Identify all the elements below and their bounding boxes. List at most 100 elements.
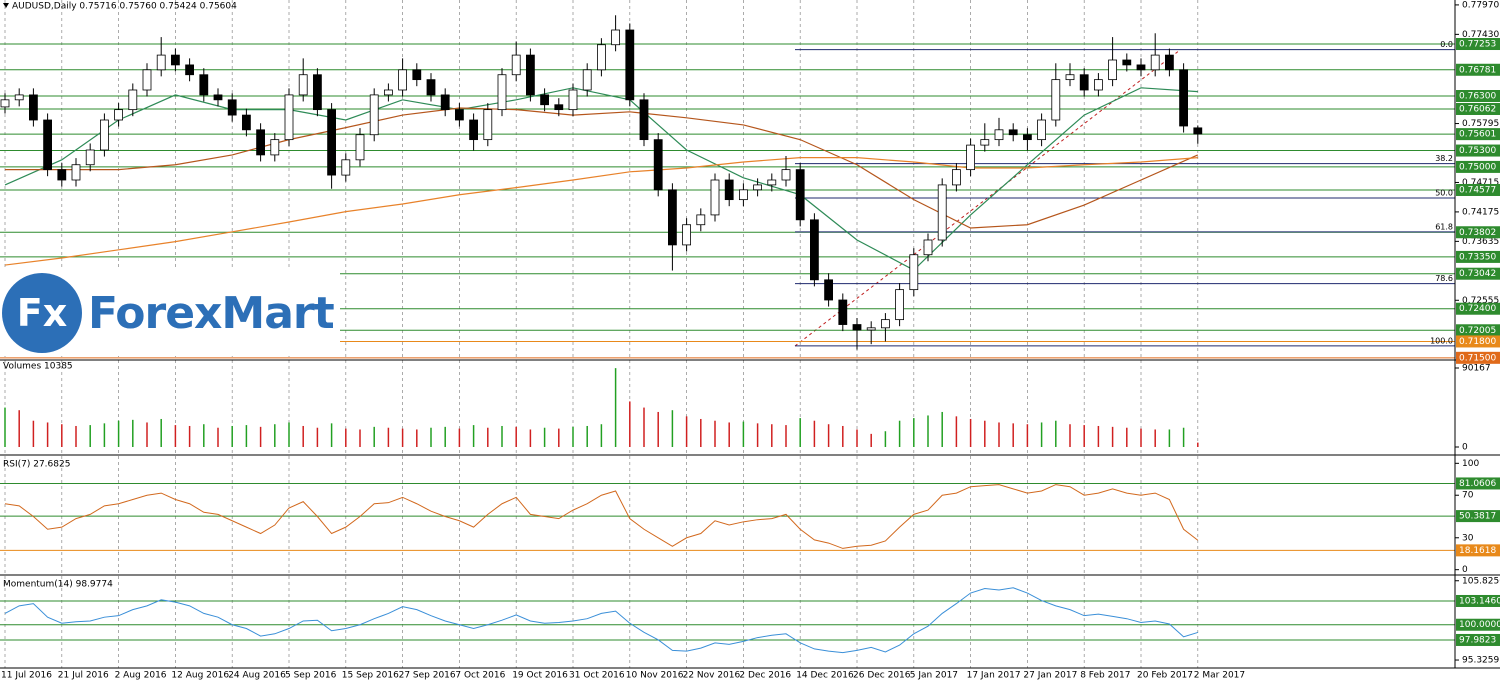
candle-body <box>85 149 95 166</box>
candle-body <box>980 139 990 146</box>
candle-body <box>1150 54 1160 71</box>
watermark: Fx ForexMart <box>0 270 340 356</box>
candle-body <box>284 94 294 141</box>
x-tick-label: 5 Sep 2016 <box>285 671 337 681</box>
candle-body <box>781 169 791 181</box>
fib-label: 38.2 <box>1435 154 1453 163</box>
level-box <box>1456 63 1500 76</box>
x-tick-label: 21 Jul 2016 <box>58 671 109 681</box>
x-tick-label: 20 Feb 2017 <box>1137 671 1193 681</box>
candle-body <box>128 89 138 111</box>
candle-body <box>398 69 408 91</box>
level-label: 0.75300 <box>1459 146 1496 156</box>
candle-body <box>256 129 266 156</box>
candle-body <box>611 29 620 46</box>
candle-body <box>810 219 819 281</box>
y-tick-label: 30 <box>1462 533 1474 543</box>
candle-body <box>1165 54 1174 71</box>
level-label: 0.77253 <box>1459 40 1496 50</box>
candle-body <box>753 184 762 191</box>
candle-body <box>0 99 10 108</box>
x-tick-label: 14 Dec 2016 <box>796 671 854 681</box>
level-box <box>1456 128 1500 141</box>
level-box <box>1456 477 1500 490</box>
y-tick-label: 95.3259 <box>1462 656 1499 666</box>
level-label: 0.75601 <box>1459 130 1496 140</box>
y-tick-label: 0.73635 <box>1462 237 1499 247</box>
candle-body <box>852 324 862 331</box>
candle-body <box>682 224 691 246</box>
level-box <box>1456 267 1500 280</box>
level-label: 0.76300 <box>1459 92 1496 102</box>
candle-body <box>100 119 109 151</box>
x-tick-label: 27 Sep 2016 <box>399 671 456 681</box>
level-label: 18.1618 <box>1459 546 1496 556</box>
candle-body <box>199 74 209 96</box>
candle-body <box>1108 59 1117 81</box>
y-tick-label: 90167 <box>1462 364 1491 374</box>
candle-body <box>724 179 734 201</box>
level-box <box>1456 38 1500 51</box>
menu-arrow[interactable] <box>3 3 9 8</box>
candle-body <box>156 54 166 71</box>
candle-body <box>1051 79 1061 121</box>
candle-body <box>625 29 635 101</box>
candle-body <box>298 74 308 96</box>
candle-body <box>653 139 663 191</box>
x-tick-label: 11 Jul 2016 <box>1 671 52 681</box>
y-tick-label: 0.77970 <box>1462 0 1499 10</box>
fib-label: 100.0 <box>1430 336 1453 345</box>
candle-body <box>440 94 450 111</box>
candle-body <box>1179 69 1188 127</box>
level-box <box>1456 90 1500 102</box>
y-tick-label: 70 <box>1462 491 1474 501</box>
candle-body <box>824 279 833 301</box>
candle-body <box>185 64 195 76</box>
candle-body <box>227 99 237 116</box>
candle-body <box>554 104 564 111</box>
candle-body <box>739 189 748 201</box>
candle-body <box>270 139 280 156</box>
watermark-text: ForexMart <box>88 287 335 339</box>
level-label: 0.73350 <box>1459 252 1496 262</box>
candle-body <box>241 114 251 131</box>
y-tick-label: 100 <box>1462 459 1479 469</box>
candle-body <box>28 94 38 121</box>
candle-body <box>1023 134 1032 141</box>
y-tick-label: 0 <box>1462 442 1468 452</box>
candle-body <box>454 109 464 121</box>
y-tick-label: 0 <box>1462 565 1468 575</box>
y-tick-label: 105.8256 <box>1462 576 1500 586</box>
candle-body <box>668 189 677 246</box>
candle-body <box>639 99 649 141</box>
candle-body <box>795 169 805 221</box>
level-label: 81.0606 <box>1459 479 1496 489</box>
candle-body <box>43 119 52 171</box>
x-tick-label: 2 Mar 2017 <box>1194 671 1245 681</box>
y-tick-label: 0.72555 <box>1462 296 1499 306</box>
candle-body <box>526 54 535 96</box>
candle-body <box>327 109 337 176</box>
x-tick-label: 27 Jan 2017 <box>1023 671 1077 681</box>
x-tick-label: 5 Jan 2017 <box>910 671 958 681</box>
x-tick-label: 2 Dec 2016 <box>739 671 791 681</box>
level-box <box>1456 250 1500 263</box>
candle-body <box>1094 79 1103 91</box>
candle-body <box>341 159 351 176</box>
y-tick-label: 0.77430 <box>1462 30 1499 40</box>
candle-body <box>838 299 848 325</box>
candle-body <box>142 69 152 91</box>
candle-body <box>170 54 180 66</box>
fib-label: 78.6 <box>1435 274 1453 283</box>
candle-body <box>597 44 606 71</box>
candle-body <box>895 289 904 321</box>
level-box <box>1456 618 1500 631</box>
x-tick-label: 22 Nov 2016 <box>683 671 741 681</box>
indicator-line <box>4 587 1198 654</box>
panel-title: AUDUSD,Daily 0.75716 0.75760 0.75424 0.7… <box>12 2 237 12</box>
candle-body <box>1008 129 1018 136</box>
candle-body <box>923 239 933 256</box>
candle-body <box>1079 74 1089 91</box>
